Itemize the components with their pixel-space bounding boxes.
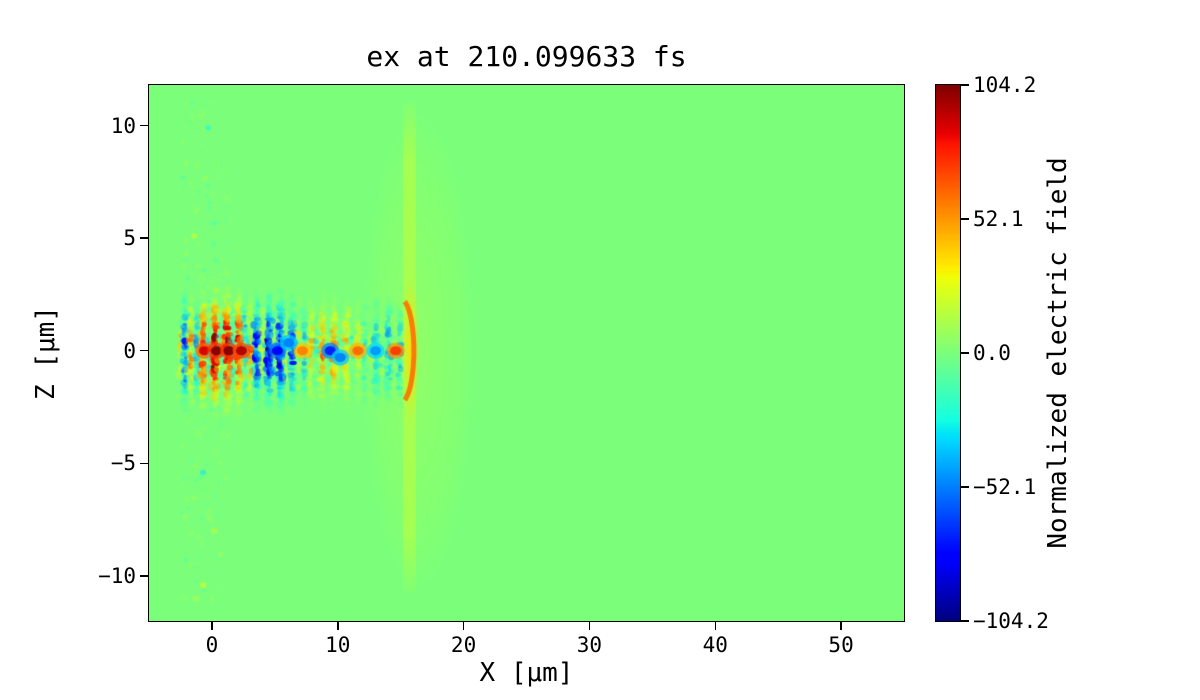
x-tick-mark — [714, 622, 716, 630]
x-tick-label: 40 — [702, 633, 728, 657]
y-tick-label: 10 — [110, 113, 136, 138]
y-axis-label: Z [μm] — [31, 306, 61, 400]
x-axis-label: X [μm] — [479, 658, 574, 688]
y-tick-mark — [140, 349, 148, 352]
colorbar-tick-label: 104.2 — [973, 73, 1037, 97]
x-tick-mark — [337, 622, 339, 630]
y-tick-mark — [140, 575, 148, 577]
y-tick-mark — [140, 237, 148, 239]
colorbar-tick-mark — [961, 84, 969, 86]
heatmap-plot-area — [148, 84, 905, 622]
x-tick-mark — [211, 622, 213, 630]
x-tick-label: 50 — [828, 633, 854, 657]
colorbar-tick-mark — [961, 218, 969, 220]
colorbar-tick-label: −104.2 — [973, 609, 1049, 633]
colorbar — [935, 84, 961, 622]
colorbar-tick-mark — [961, 352, 969, 354]
y-tick-label: −5 — [110, 451, 136, 476]
x-tick-mark — [588, 622, 591, 630]
heatmap-field-canvas — [149, 85, 904, 621]
colorbar-gradient-canvas — [936, 85, 960, 621]
x-tick-mark — [840, 622, 842, 630]
y-tick-label: −10 — [98, 563, 136, 588]
colorbar-tick-label: 0.0 — [973, 341, 1011, 365]
x-tick-mark — [462, 622, 465, 630]
plot-title: ex at 210.099633 fs — [366, 40, 687, 73]
colorbar-tick-label: 52.1 — [973, 207, 1024, 231]
y-tick-label: 0 — [123, 338, 136, 363]
x-tick-label: 30 — [576, 633, 603, 657]
x-tick-label: 20 — [450, 633, 477, 657]
colorbar-label: Normalized electric field — [1043, 157, 1073, 549]
x-tick-label: 0 — [205, 633, 219, 657]
colorbar-tick-mark — [961, 620, 969, 622]
colorbar-tick-mark — [961, 486, 969, 488]
y-tick-label: 5 — [123, 226, 136, 251]
y-tick-mark — [140, 124, 148, 127]
colorbar-tick-label: −52.1 — [973, 475, 1037, 499]
x-tick-label: 10 — [325, 633, 351, 657]
y-tick-mark — [140, 462, 148, 465]
